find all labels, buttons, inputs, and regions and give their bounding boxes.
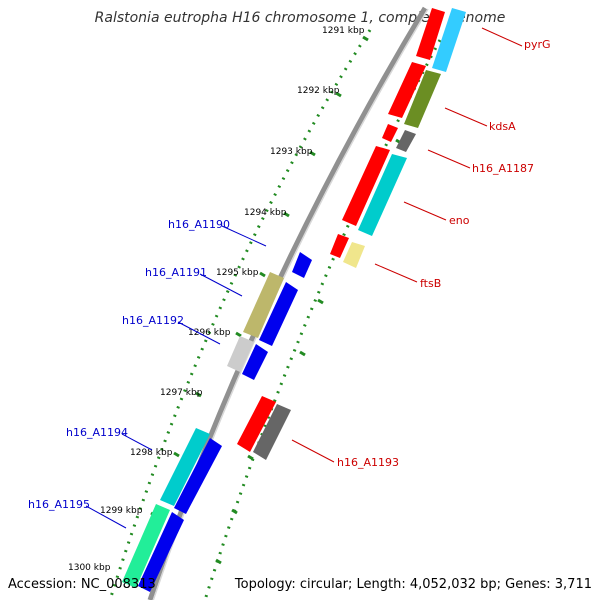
tick-mark (215, 558, 222, 565)
tick-mark (299, 350, 306, 357)
tick-mark (173, 451, 180, 458)
gene-label: h16_A1190 (168, 218, 230, 231)
tick-mark (317, 298, 324, 305)
tick-mark (247, 454, 254, 461)
tick-label: 1300 kbp (68, 563, 111, 573)
gene-h16-A1187-gray (396, 130, 416, 152)
gene-h16-A1190-blue (292, 252, 312, 278)
gene-h16-A1194-cyan (160, 428, 210, 506)
gene-h16-A1195-mint (122, 504, 170, 588)
tick-label: 1297 kbp (160, 388, 203, 398)
map-title: Ralstonia eutropha H16 chromosome 1, com… (94, 10, 506, 26)
gene-label: h16_A1191 (145, 266, 207, 279)
gene-ftsB-yellow (343, 242, 365, 268)
leader-line (374, 263, 418, 283)
tick-label: 1298 kbp (130, 448, 173, 458)
tick-label: 1293 kbp (270, 147, 313, 157)
tick-label: 1294 kbp (244, 208, 287, 218)
leader-line (221, 225, 267, 247)
tick-mark (309, 150, 316, 157)
forward-strand-genes (237, 8, 466, 460)
genome-summary-text: Topology: circular; Length: 4,052,032 bp… (234, 577, 592, 592)
leader-line (481, 27, 523, 47)
gene-labels: pyrG kdsA h16_A1187 eno ftsB h16_A1193 h… (28, 38, 551, 511)
gene-label: h16_A1195 (28, 498, 90, 511)
gene-label: ftsB (420, 277, 441, 290)
tick-label: 1292 kbp (297, 86, 340, 96)
gene-h16-A1193-gray (253, 404, 291, 460)
gene-h16-A1191-blue (259, 282, 298, 346)
gene-h16-A1191-khaki (243, 272, 284, 338)
label-leaders (85, 27, 523, 529)
gene-ftsB-red (330, 234, 349, 258)
gene-label: h16_A1193 (337, 456, 399, 469)
tick-label: 1291 kbp (322, 26, 365, 36)
gene-h16-A1187-red (382, 124, 398, 142)
gene-h16-A1192-silver (227, 336, 254, 372)
tick-label: 1296 kbp (188, 328, 231, 338)
gene-pyrG-blue (432, 8, 466, 72)
leader-line (403, 201, 447, 221)
gene-label: eno (449, 214, 470, 227)
gene-eno-red (342, 146, 390, 226)
tick-mark (362, 35, 369, 42)
tick-mark (283, 211, 290, 218)
leader-line (427, 149, 471, 169)
leader-line (85, 505, 127, 529)
gene-label: h16_A1194 (66, 426, 128, 439)
tick-mark (235, 331, 242, 338)
accession-text: Accession: NC_008313 (8, 577, 156, 592)
gene-kdsA-red (388, 62, 426, 118)
leader-line (444, 107, 488, 127)
gene-label: pyrG (524, 38, 551, 51)
gene-h16-A1195-blue (138, 512, 184, 592)
gene-kdsA-olive (404, 70, 441, 128)
tick-mark (335, 91, 342, 98)
tick-mark (259, 271, 266, 278)
gene-h16-A1193-red (237, 396, 276, 452)
tick-label: 1295 kbp (216, 268, 259, 278)
gene-label: h16_A1192 (122, 314, 184, 327)
gene-eno-cyan (358, 154, 407, 236)
leader-line (199, 273, 243, 297)
reverse-strand-genes (122, 252, 312, 592)
gene-pyrG-red (416, 8, 445, 60)
gene-label: kdsA (489, 120, 516, 133)
gene-h16-A1192-blue (242, 344, 268, 380)
gene-label: h16_A1187 (472, 162, 534, 175)
leader-line (291, 439, 335, 463)
gene-h16-A1194-blue (174, 438, 222, 514)
tick-labels: 1291 kbp 1292 kbp 1293 kbp 1294 kbp 1295… (68, 26, 365, 573)
tick-label: 1299 kbp (100, 506, 143, 516)
leader-line (121, 433, 153, 451)
leader-line (177, 321, 221, 345)
tick-mark (231, 508, 238, 515)
tick-mark (195, 391, 202, 398)
